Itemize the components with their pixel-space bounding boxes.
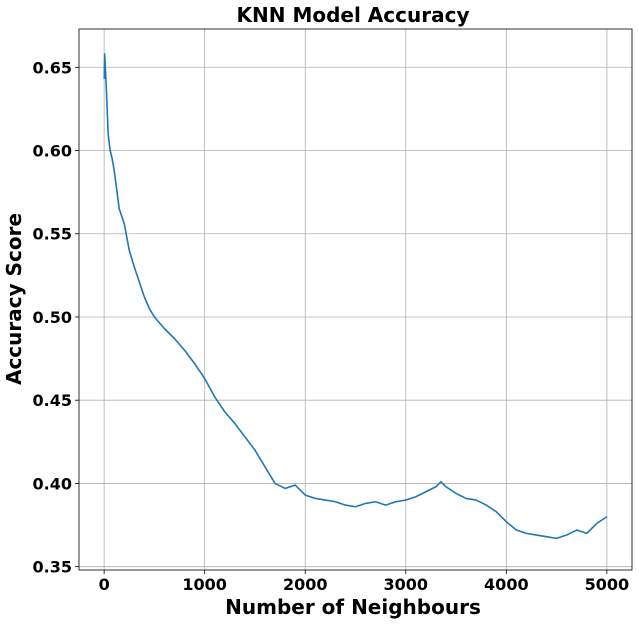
y-tick-label: 0.40 <box>33 474 72 493</box>
chart-title: KNN Model Accuracy <box>237 3 470 27</box>
x-axis-label: Number of Neighbours <box>225 595 481 619</box>
y-tick-label: 0.35 <box>33 558 72 577</box>
y-tick-label: 0.55 <box>33 225 72 244</box>
y-tick-label: 0.65 <box>33 58 72 77</box>
y-tick-label: 0.50 <box>33 308 72 327</box>
plot-frame <box>78 28 633 571</box>
y-tick-label: 0.60 <box>33 142 72 161</box>
accuracy-series-line <box>103 53 608 540</box>
data-series <box>103 53 608 540</box>
x-tick-label: 1000 <box>182 575 227 594</box>
y-tick-label: 0.45 <box>33 391 72 410</box>
x-tick-label: 2000 <box>283 575 328 594</box>
y-axis-label: Accuracy Score <box>2 213 26 385</box>
x-tick-label: 5000 <box>585 575 630 594</box>
grid-lines <box>79 29 632 570</box>
tick-labels: 0 1000 2000 3000 4000 5000 0.35 0.40 0.45 0.50 0.5… <box>33 58 630 594</box>
x-tick-label: 4000 <box>484 575 529 594</box>
x-tick-label: 3000 <box>384 575 429 594</box>
x-tick-label: 0 <box>99 575 110 594</box>
axis-ticks <box>75 66 608 574</box>
